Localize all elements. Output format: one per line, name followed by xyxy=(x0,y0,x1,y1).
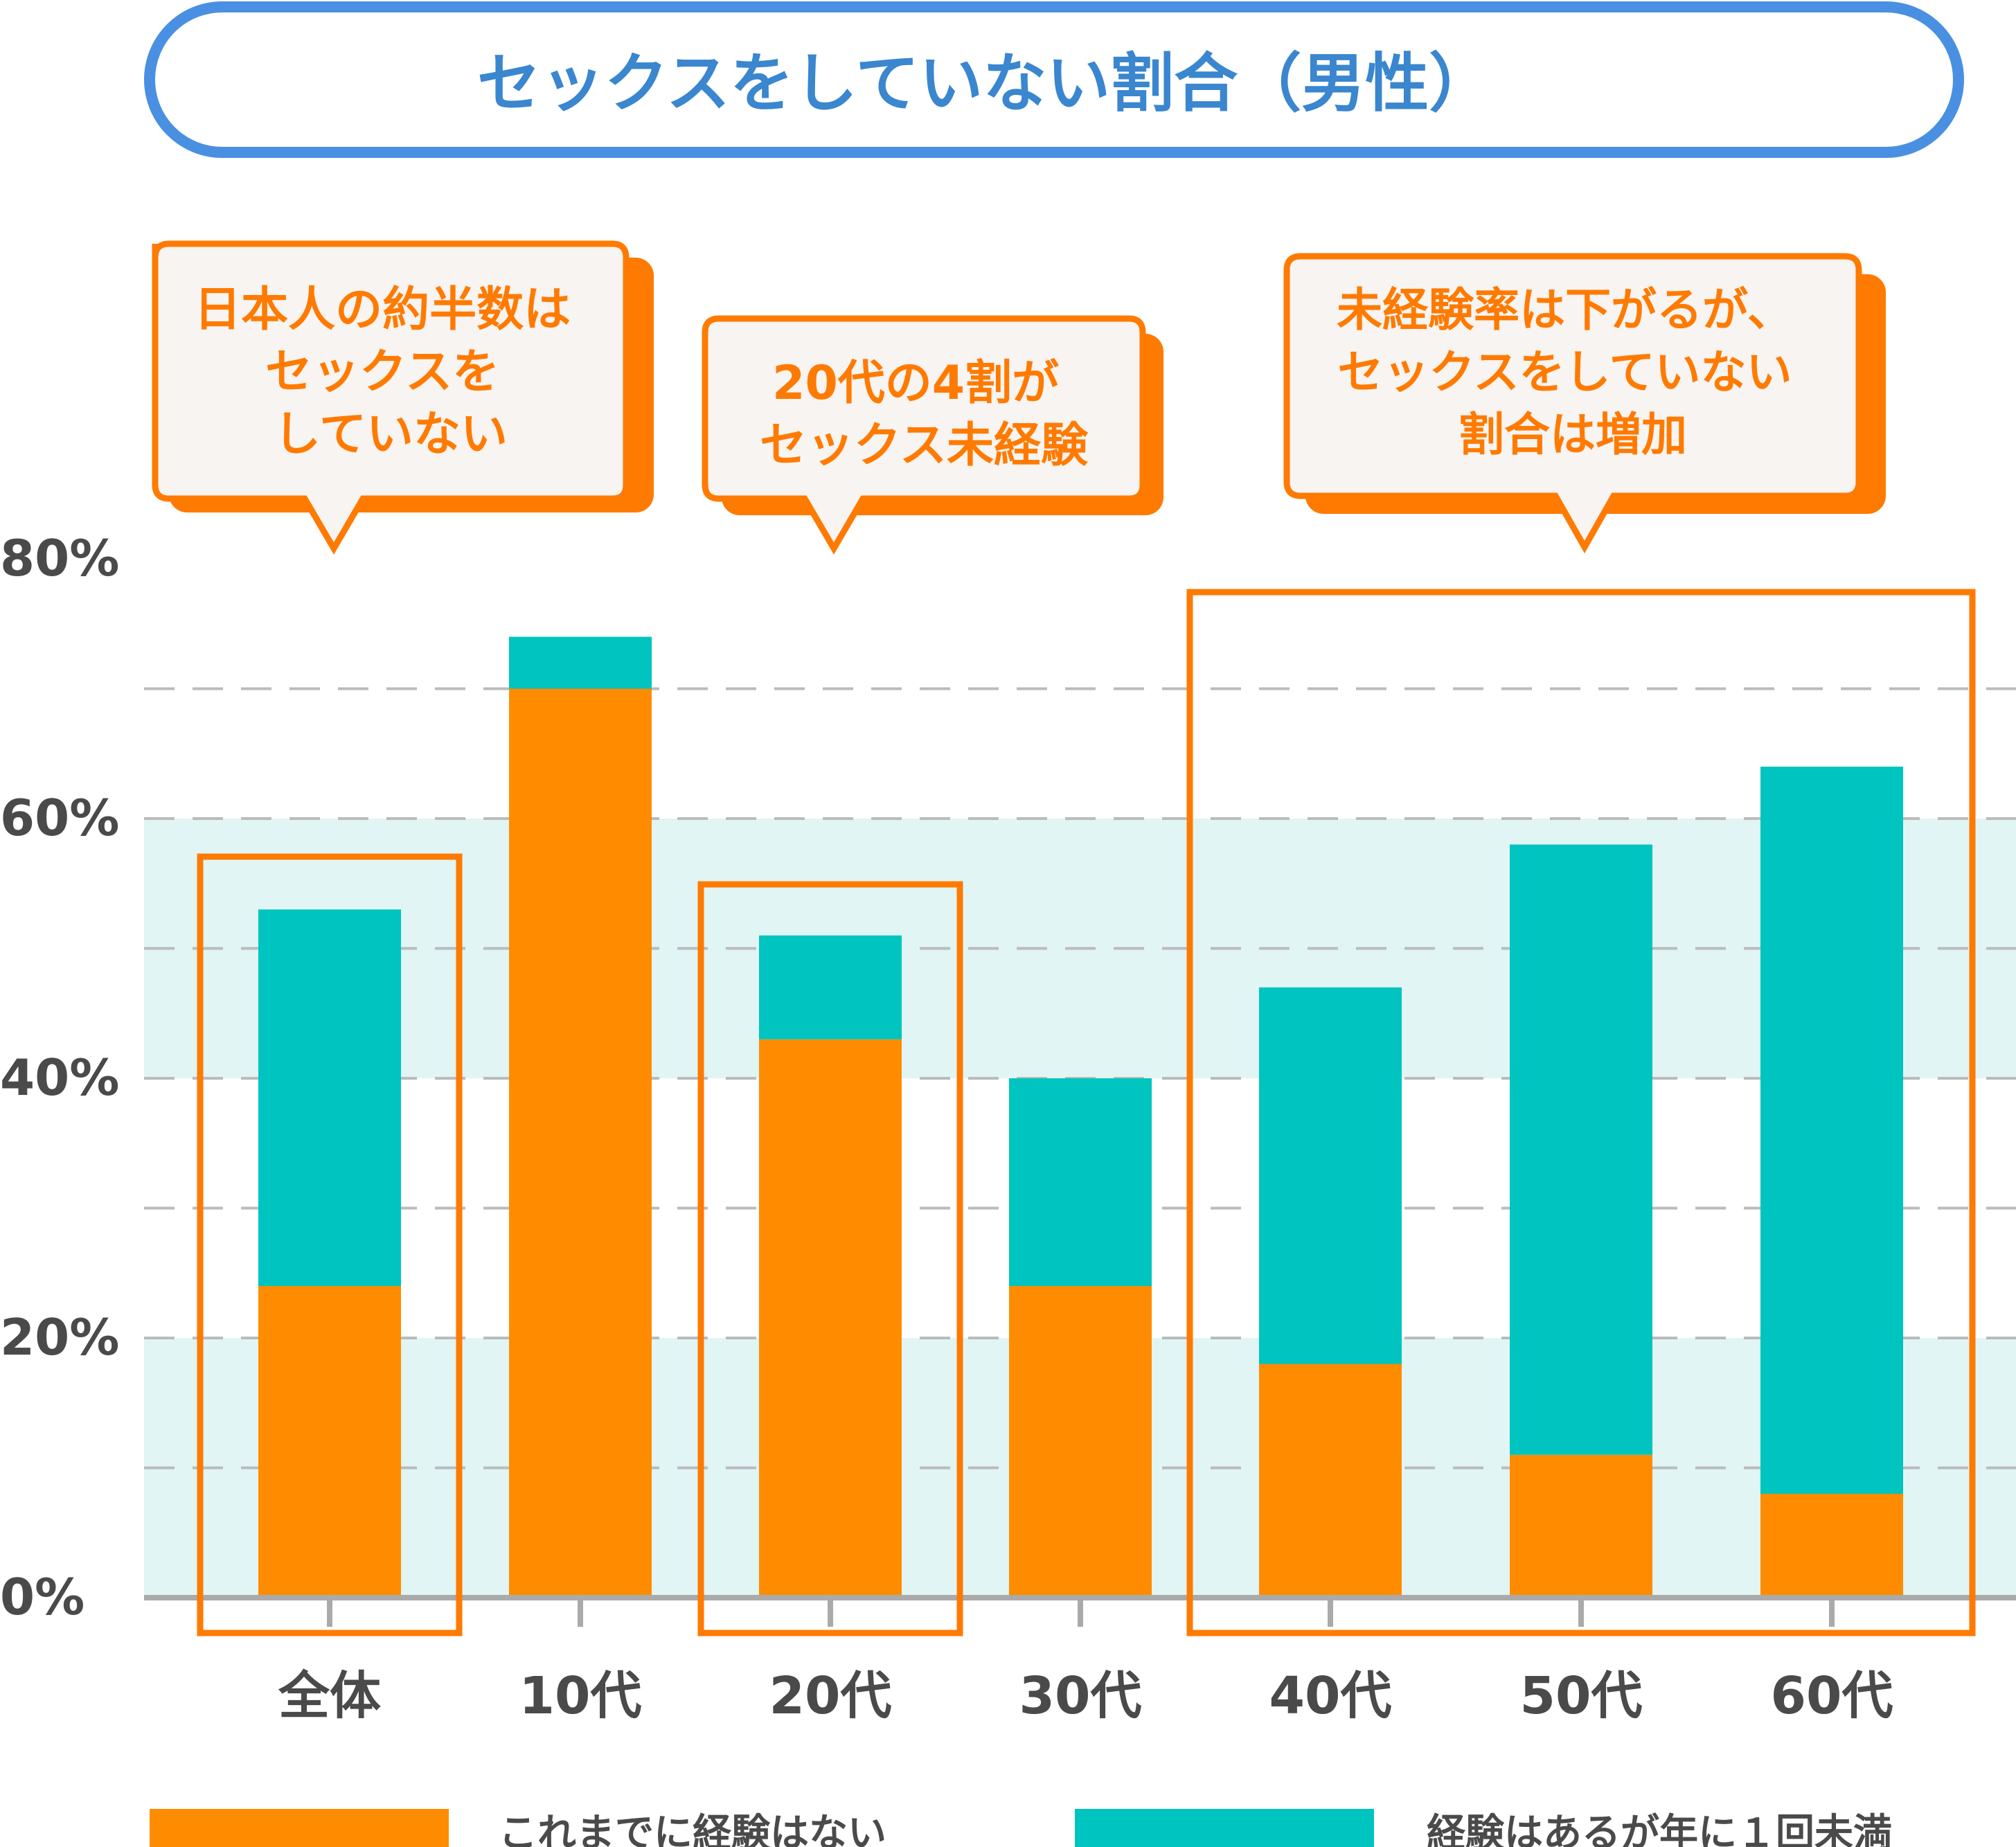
x-label-0: 全体 xyxy=(278,1666,381,1726)
svg-text:20代の4割が セックス未経験: 20代の4割が セックス未経験 xyxy=(760,356,1089,473)
highlight-frame-3 xyxy=(1186,589,1976,1636)
bar-never-3 xyxy=(1009,1286,1152,1598)
bar-less-than-once-5 xyxy=(1510,844,1652,1455)
y-tick-label: 40% xyxy=(0,1049,119,1107)
legend-swatch-less-than-once xyxy=(1075,1809,1374,1847)
legend: これまでに経験はない 経験はあるが年に１回未満 xyxy=(150,1809,1892,1847)
highlight-frame-1 xyxy=(197,853,463,1636)
highlight-frame-2 xyxy=(697,881,963,1636)
y-tick-label: 60% xyxy=(0,789,119,847)
bar-less-than-once-0 xyxy=(258,909,401,1286)
legend-label-less-than-once: 経験はあるが年に１回未満 xyxy=(1427,1811,1892,1847)
bar-never-4 xyxy=(1259,1364,1402,1598)
x-label-1: 10代 xyxy=(519,1666,642,1726)
bars xyxy=(258,636,1903,1598)
callout-3-line-1: 未経験率は下がるが、 xyxy=(1337,283,1793,337)
y-tick-label: 80% xyxy=(0,529,119,587)
legend-label-never: これまでに経験はない xyxy=(499,1811,886,1847)
highlight-frames xyxy=(197,589,1976,1636)
x-label-4: 40代 xyxy=(1269,1666,1392,1726)
bar-less-than-once-6 xyxy=(1760,767,1903,1494)
callout-2-line-1: 20代の4割が xyxy=(772,356,1059,411)
callout-1-line-2: セックスを xyxy=(265,345,499,400)
bar-never-1 xyxy=(509,688,652,1598)
legend-swatch-never xyxy=(150,1809,449,1847)
bar-less-than-once-3 xyxy=(1009,1078,1152,1286)
callout-3-line-2: セックスをしていない xyxy=(1337,346,1792,399)
bar-less-than-once-1 xyxy=(509,636,652,689)
y-tick-label: 0% xyxy=(0,1568,84,1626)
bar-never-2 xyxy=(759,1039,902,1598)
callout-2: 20代の4割が セックス未経験 xyxy=(702,315,1163,555)
bar-less-than-once-2 xyxy=(759,935,902,1040)
svg-text:日本人の約半数は セックスを してい: 日本人の約半数は セックスを していない xyxy=(194,283,587,462)
bar-never-6 xyxy=(1760,1494,1903,1598)
x-label-6: 60代 xyxy=(1771,1666,1893,1726)
callout-2-line-2: セックス未経験 xyxy=(760,418,1089,473)
x-label-5: 50代 xyxy=(1520,1666,1643,1726)
callout-3: 未経験率は下がるが、 セックスをしていない 割合は増加 xyxy=(1283,253,1886,554)
x-label-2: 20代 xyxy=(769,1666,892,1726)
bar-never-0 xyxy=(258,1286,401,1598)
title-frame xyxy=(144,1,1964,158)
x-axis-labels: 全体 10代 20代 30代 40代 50代 60代 xyxy=(278,1666,1893,1726)
bar-never-5 xyxy=(1510,1454,1652,1598)
x-label-3: 30代 xyxy=(1019,1666,1142,1726)
callout-1-line-1: 日本人の約半数は xyxy=(194,283,571,337)
bar-less-than-once-4 xyxy=(1259,987,1402,1364)
callout-1: 日本人の約半数は セックスを していない xyxy=(152,240,654,555)
callout-1-line-3: していない xyxy=(274,407,508,462)
x-axis-ticks xyxy=(327,1598,1835,1627)
y-tick-label: 20% xyxy=(0,1308,119,1366)
chart-title: セックスをしていない割合（男性） xyxy=(477,46,1492,121)
y-axis-ticks: 0% 20% 40% 60% 80% xyxy=(0,529,119,1626)
svg-text:未経験率は下がるが、 セックスをしていない: 未経験率は下がるが、 セックスをしていない 割合は増加 xyxy=(1337,283,1809,461)
callout-3-line-3: 割合は増加 xyxy=(1459,408,1687,461)
